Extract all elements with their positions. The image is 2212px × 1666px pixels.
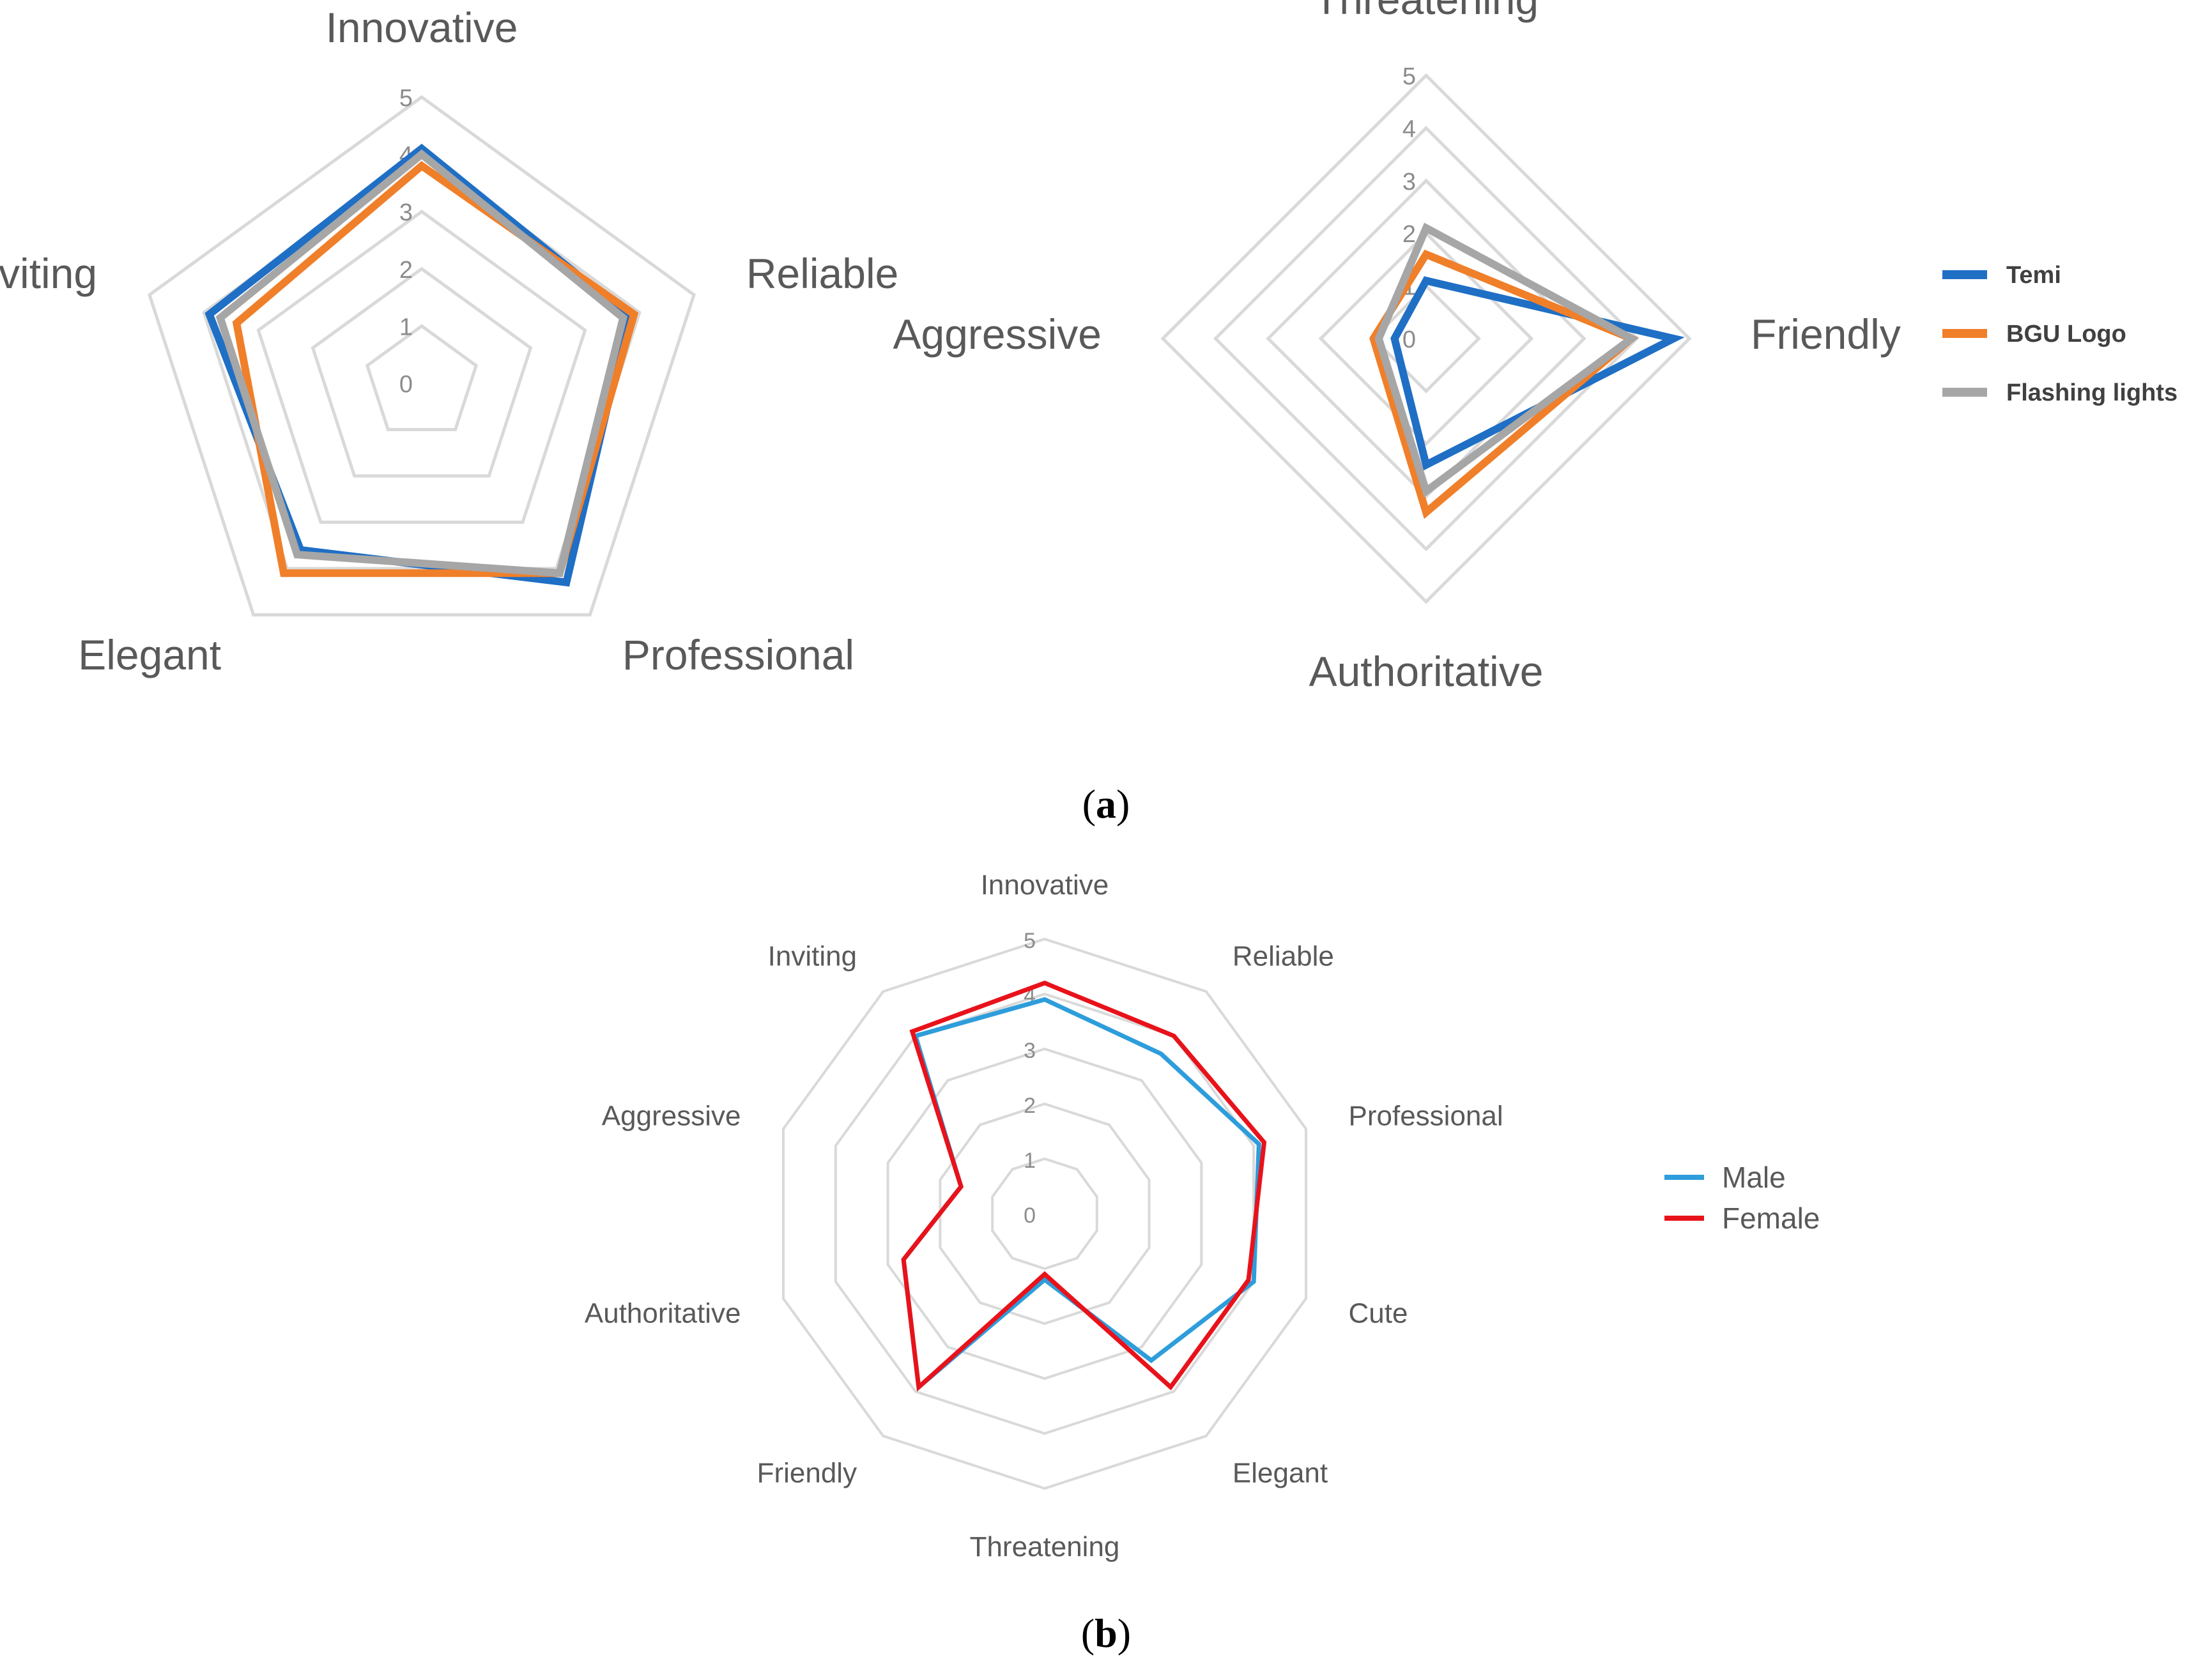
category-label-friendly: Friendly bbox=[757, 1458, 857, 1489]
tick-label: 0 bbox=[399, 371, 413, 398]
category-label-authoritative: Authoritative bbox=[585, 1298, 741, 1329]
tick-label: 2 bbox=[1024, 1094, 1036, 1118]
category-label-professional: Professional bbox=[622, 631, 854, 678]
category-label-reliable: Reliable bbox=[746, 250, 898, 297]
radar-chart-a-right: 012345ThreateningFriendlyAuthoritativeAg… bbox=[893, 0, 1901, 695]
grid-ring-2 bbox=[1318, 231, 1534, 447]
tick-label: 0 bbox=[1402, 326, 1416, 353]
legend-b: Male Female bbox=[1664, 1161, 1820, 1235]
tick-label: 2 bbox=[399, 257, 413, 284]
tick-label: 0 bbox=[1024, 1204, 1036, 1228]
tick-label: 2 bbox=[1402, 221, 1416, 248]
series-line-flashing-lights bbox=[1374, 222, 1639, 498]
series-line-bgu-logo bbox=[232, 160, 639, 577]
category-label-innovative: Innovative bbox=[326, 4, 518, 51]
grid-ring-4 bbox=[1213, 125, 1640, 552]
category-label-authoritative: Authoritative bbox=[1309, 648, 1544, 695]
grid-ring-2 bbox=[311, 266, 533, 478]
category-label-elegant: Elegant bbox=[1233, 1458, 1328, 1489]
series-line-female bbox=[901, 981, 1267, 1392]
radar-chart-a-left: 012345InnovativeReliableProfessionalEleg… bbox=[0, 4, 898, 678]
legend-a: Temi BGU Logo Flashing lights bbox=[1942, 262, 2177, 406]
grid-ring-1 bbox=[991, 1157, 1098, 1271]
category-label-elegant: Elegant bbox=[78, 631, 221, 678]
legend-label-female: Female bbox=[1722, 1202, 1820, 1235]
tick-label: 3 bbox=[1402, 169, 1416, 195]
tick-label: 1 bbox=[1024, 1149, 1036, 1173]
grid-ring-3 bbox=[256, 210, 587, 524]
category-label-inviting: Inviting bbox=[0, 250, 97, 297]
legend-label-temi: Temi bbox=[2006, 262, 2061, 289]
tick-label: 3 bbox=[1024, 1039, 1036, 1063]
grid-ring-2 bbox=[939, 1102, 1151, 1326]
caption-b: (b) bbox=[1081, 1610, 1131, 1656]
category-label-threatening: Threatening bbox=[970, 1531, 1120, 1563]
grid-ring-5 bbox=[1160, 73, 1692, 604]
grid-ring-5 bbox=[147, 95, 696, 616]
category-label-cute: Cute bbox=[1349, 1298, 1408, 1329]
grid-ring-1 bbox=[365, 324, 479, 431]
category-label-innovative: Innovative bbox=[981, 869, 1109, 901]
grid-ring-3 bbox=[886, 1047, 1203, 1380]
tick-label: 4 bbox=[1402, 116, 1416, 142]
series-line-temi bbox=[1390, 276, 1685, 471]
legend-label-flashing-lights: Flashing lights bbox=[2006, 379, 2177, 406]
legend-label-bgu-logo: BGU Logo bbox=[2006, 321, 2126, 348]
grid-ring-1 bbox=[1371, 284, 1481, 394]
tick-label: 5 bbox=[1024, 929, 1036, 953]
caption-a: (a) bbox=[1082, 781, 1130, 827]
tick-label: 3 bbox=[399, 199, 413, 226]
tick-label: 5 bbox=[1402, 63, 1416, 90]
category-label-aggressive: Aggressive bbox=[893, 310, 1102, 358]
series-line-flashing-lights bbox=[215, 149, 628, 577]
category-label-reliable: Reliable bbox=[1233, 940, 1334, 972]
category-label-professional: Professional bbox=[1349, 1100, 1503, 1131]
grid-ring-5 bbox=[782, 937, 1307, 1490]
tick-label: 5 bbox=[399, 85, 413, 112]
grid-ring-4 bbox=[834, 992, 1256, 1435]
tick-label: 1 bbox=[399, 314, 413, 340]
radar-chart-b: 012345InnovativeReliableProfessionalCute… bbox=[585, 869, 1503, 1563]
category-label-inviting: Inviting bbox=[768, 940, 857, 972]
category-label-friendly: Friendly bbox=[1751, 310, 1901, 358]
category-label-threatening: Threatening bbox=[1314, 0, 1539, 23]
legend-label-male: Male bbox=[1722, 1161, 1786, 1194]
category-label-aggressive: Aggressive bbox=[602, 1100, 741, 1131]
